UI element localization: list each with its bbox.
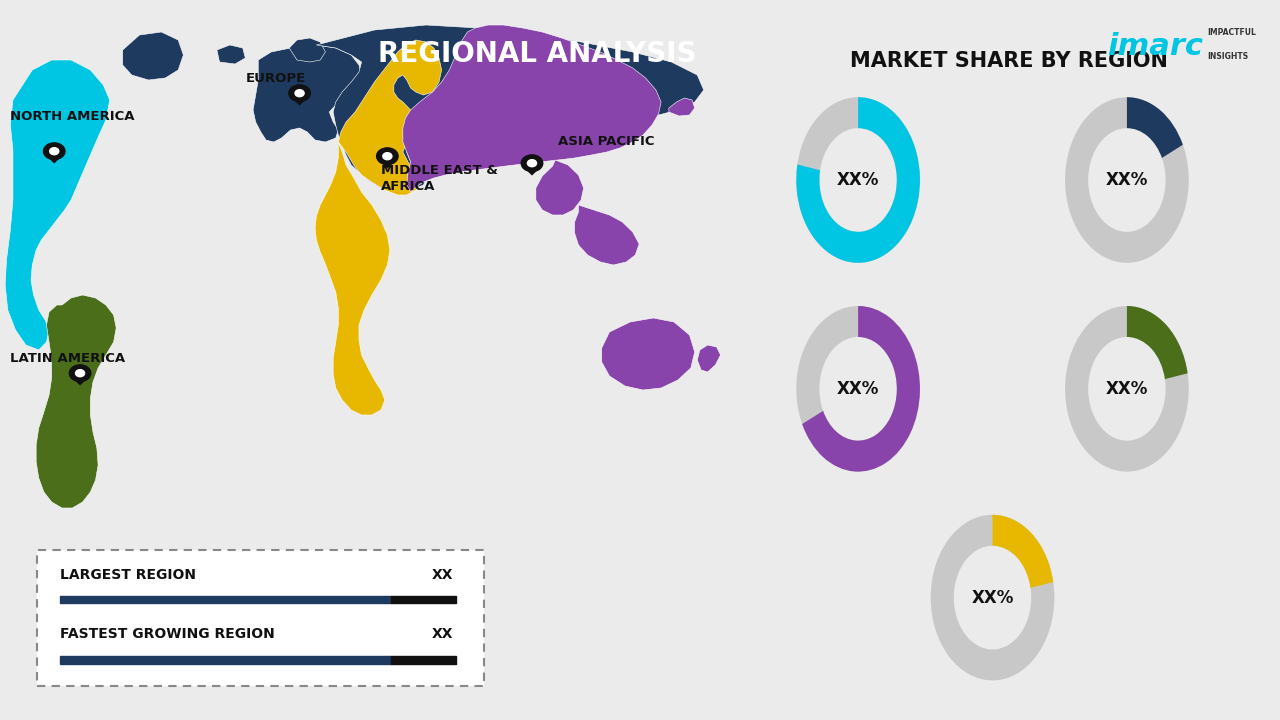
Text: XX: XX xyxy=(431,627,453,642)
Circle shape xyxy=(44,143,65,160)
Wedge shape xyxy=(1126,97,1183,158)
Polygon shape xyxy=(524,168,540,176)
Polygon shape xyxy=(315,142,390,415)
Text: imarc: imarc xyxy=(1107,32,1203,61)
Text: INSIGHTS: INSIGHTS xyxy=(1207,53,1248,61)
Circle shape xyxy=(294,90,305,96)
Wedge shape xyxy=(796,97,920,263)
Polygon shape xyxy=(403,25,660,192)
Polygon shape xyxy=(5,60,110,350)
Text: XX%: XX% xyxy=(972,589,1014,606)
Text: XX%: XX% xyxy=(837,171,879,189)
Text: XX%: XX% xyxy=(1106,380,1148,397)
Polygon shape xyxy=(669,98,695,116)
Wedge shape xyxy=(803,306,920,472)
Text: LARGEST REGION: LARGEST REGION xyxy=(60,568,196,582)
Wedge shape xyxy=(992,515,1053,588)
Polygon shape xyxy=(292,98,307,106)
Polygon shape xyxy=(72,378,88,385)
Polygon shape xyxy=(289,38,325,62)
Bar xyxy=(60,595,392,603)
Text: XX%: XX% xyxy=(837,380,879,397)
Polygon shape xyxy=(253,45,361,142)
Wedge shape xyxy=(1065,97,1189,263)
Text: XX%: XX% xyxy=(1106,171,1148,189)
Polygon shape xyxy=(698,345,721,372)
Circle shape xyxy=(521,155,543,171)
Wedge shape xyxy=(796,97,920,263)
Text: EUROPE: EUROPE xyxy=(246,72,306,85)
Text: IMPACTFUL: IMPACTFUL xyxy=(1207,29,1256,37)
Circle shape xyxy=(69,365,91,382)
Circle shape xyxy=(50,148,59,155)
Text: NORTH AMERICA: NORTH AMERICA xyxy=(10,110,134,123)
Wedge shape xyxy=(796,306,920,472)
Wedge shape xyxy=(1065,306,1189,472)
Polygon shape xyxy=(338,40,442,195)
Polygon shape xyxy=(216,45,246,64)
Circle shape xyxy=(376,148,398,165)
Text: MIDDLE EAST &
AFRICA: MIDDLE EAST & AFRICA xyxy=(381,163,498,193)
Polygon shape xyxy=(36,295,116,508)
Bar xyxy=(60,656,392,664)
Text: MARKET SHARE BY REGION: MARKET SHARE BY REGION xyxy=(850,51,1167,71)
Polygon shape xyxy=(316,25,704,192)
Polygon shape xyxy=(379,161,396,168)
Bar xyxy=(392,656,456,664)
Text: XX: XX xyxy=(431,568,453,582)
Text: LATIN AMERICA: LATIN AMERICA xyxy=(10,352,125,365)
Text: REGIONAL ANALYSIS: REGIONAL ANALYSIS xyxy=(379,40,696,68)
Polygon shape xyxy=(123,32,183,80)
Circle shape xyxy=(383,153,392,160)
Wedge shape xyxy=(1126,306,1188,379)
Polygon shape xyxy=(536,160,584,215)
Text: FASTEST GROWING REGION: FASTEST GROWING REGION xyxy=(60,627,274,642)
Circle shape xyxy=(527,160,536,167)
Text: ASIA PACIFIC: ASIA PACIFIC xyxy=(558,135,654,148)
Polygon shape xyxy=(575,205,639,265)
Bar xyxy=(392,595,456,603)
FancyBboxPatch shape xyxy=(37,550,484,686)
Polygon shape xyxy=(602,318,695,390)
Circle shape xyxy=(76,369,84,377)
Polygon shape xyxy=(46,156,63,163)
Circle shape xyxy=(289,85,310,102)
Wedge shape xyxy=(931,515,1055,680)
